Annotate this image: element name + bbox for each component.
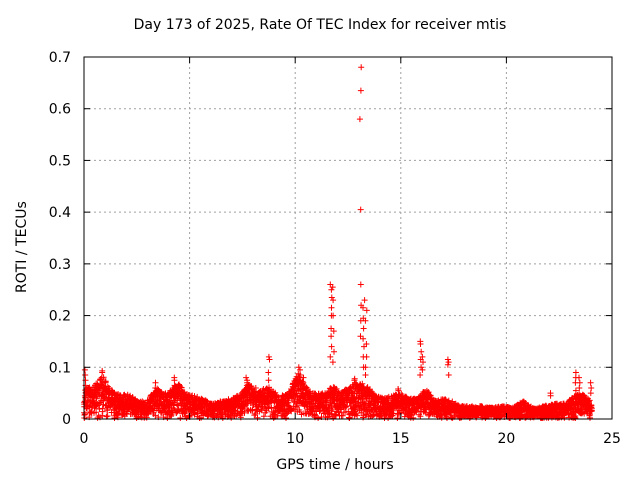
data-point xyxy=(171,405,177,412)
y-tick-label: 0 xyxy=(62,412,71,428)
data-point xyxy=(96,406,103,412)
x-tick-label: 25 xyxy=(603,431,621,447)
data-point xyxy=(328,333,335,340)
data-point xyxy=(141,400,147,407)
data-point xyxy=(82,377,89,384)
data-point xyxy=(96,400,103,406)
data-point xyxy=(362,372,369,378)
data-point xyxy=(339,412,346,419)
data-point xyxy=(327,353,334,360)
data-point xyxy=(328,304,335,311)
data-point xyxy=(329,359,336,366)
data-point xyxy=(82,411,88,418)
y-tick-label: 0.7 xyxy=(49,50,71,66)
x-tick-label: 5 xyxy=(185,431,194,447)
data-point xyxy=(164,415,171,421)
data-point xyxy=(587,379,594,386)
data-point xyxy=(331,348,337,355)
data-point xyxy=(357,206,364,213)
data-point xyxy=(360,325,367,332)
data-point xyxy=(177,415,184,421)
data-point xyxy=(311,412,318,418)
data-point xyxy=(175,406,182,413)
y-axis-label: ROTI / TECUs xyxy=(14,201,30,293)
data-point xyxy=(111,415,118,421)
plot-frame xyxy=(83,56,613,420)
data-point xyxy=(260,413,267,420)
data-point xyxy=(576,374,582,381)
data-point xyxy=(418,348,425,355)
data-point xyxy=(173,401,180,408)
data-point xyxy=(219,409,225,416)
data-point xyxy=(159,410,165,416)
x-tick-label: 20 xyxy=(497,431,515,447)
y-tick-label: 0.1 xyxy=(49,360,71,376)
data-point xyxy=(166,404,173,411)
data-point xyxy=(241,409,248,416)
chart-title: Day 173 of 2025, Rate Of TEC Index for r… xyxy=(133,17,507,33)
data-point xyxy=(104,413,111,419)
data-point xyxy=(576,379,583,386)
data-point xyxy=(328,343,335,350)
data-point xyxy=(357,281,364,288)
data-point xyxy=(81,366,88,373)
data-point xyxy=(251,412,258,419)
data-point xyxy=(258,406,265,413)
data-point xyxy=(265,405,272,412)
data-point xyxy=(150,409,157,416)
data-point xyxy=(329,391,336,398)
data-point xyxy=(572,369,579,376)
data-point xyxy=(228,414,235,421)
y-tick-label: 0.2 xyxy=(49,309,71,325)
x-tick-label: 10 xyxy=(286,431,304,447)
x-tick-label: 0 xyxy=(80,431,89,447)
y-tick-label: 0.5 xyxy=(49,153,71,169)
x-tick-label: 15 xyxy=(392,431,410,447)
data-point xyxy=(265,377,272,384)
grid-lines xyxy=(84,57,612,419)
data-point xyxy=(356,116,363,123)
data-point xyxy=(363,353,370,360)
data-point xyxy=(265,369,272,376)
data-point xyxy=(357,87,364,94)
data-point xyxy=(361,297,368,304)
data-point xyxy=(152,379,159,386)
data-point xyxy=(251,388,258,395)
y-axis: 0 0.1 0.2 0.3 0.4 0.5 0.6 0.7 xyxy=(49,50,612,428)
data-point xyxy=(445,372,452,378)
data-point xyxy=(219,415,226,421)
data-point xyxy=(315,415,322,421)
x-axis-label: GPS time / hours xyxy=(276,457,394,473)
data-point xyxy=(254,414,261,421)
data-point xyxy=(351,375,358,382)
y-tick-label: 0.3 xyxy=(49,257,71,273)
data-point xyxy=(99,408,106,415)
y-tick-label: 0.4 xyxy=(49,205,71,221)
data-point xyxy=(335,409,342,416)
data-point xyxy=(588,385,595,391)
data-point xyxy=(358,64,365,71)
data-point xyxy=(93,409,100,416)
y-tick-label: 0.6 xyxy=(49,102,71,118)
data-points xyxy=(81,64,595,421)
data-point xyxy=(283,415,289,421)
